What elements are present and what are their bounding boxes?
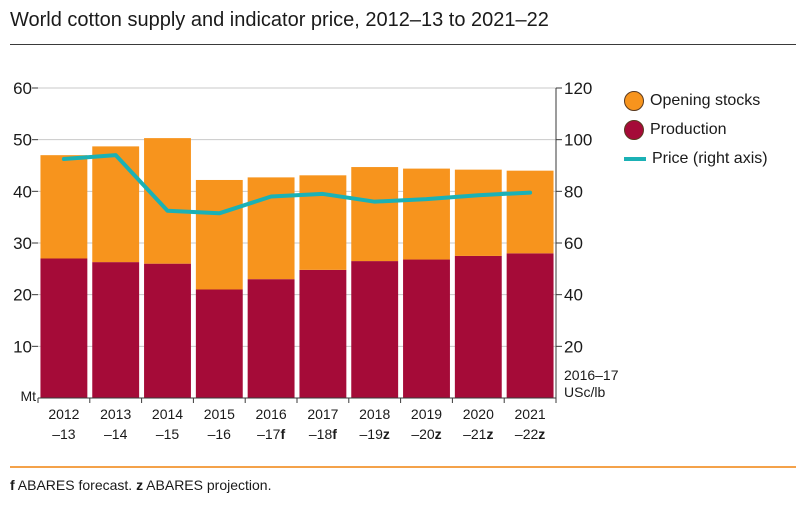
axes	[32, 87, 562, 403]
x-label-year-2017: 2017	[307, 406, 338, 422]
right-tick-label-40: 40	[564, 286, 583, 305]
x-label-range-2012: –13	[52, 426, 76, 442]
legend-swatch-production	[624, 119, 644, 140]
legend-label-price: Price (right axis)	[652, 149, 768, 167]
x-label-range-2018: –19z	[360, 426, 390, 442]
x-label-range-2017: –18f	[309, 426, 337, 442]
x-label-year-2013: 2013	[100, 406, 131, 422]
right-tick-label-60: 60	[564, 234, 583, 253]
right-tick-label-100: 100	[564, 131, 592, 150]
left-tick-label-30: 30	[13, 234, 32, 253]
footnote-f-text: ABARES forecast.	[14, 477, 137, 493]
bar-production-2021	[506, 253, 554, 398]
legend-item-opening-stocks: Opening stocks	[624, 86, 768, 115]
x-label-range-2016: –17f	[257, 426, 285, 442]
bar-opening-stocks-2015	[195, 179, 243, 290]
right-axis-unit-line1: 2016–17	[564, 367, 619, 383]
legend-item-production: Production	[624, 115, 768, 144]
x-label-range-2020: –21z	[463, 426, 493, 442]
cotton-chart: 10 20 30 40 50 60 Mt 20 40 60 80 100 120 2016–17USc/l…	[13, 79, 619, 442]
x-label-year-2021: 2021	[515, 406, 546, 422]
bar-opening-stocks-2020	[454, 169, 502, 256]
left-tick-label-40: 40	[13, 182, 32, 201]
tick-labels: 10 20 30 40 50 60 Mt 20 40 60 80 100 120 2016–17USc/l…	[13, 79, 619, 442]
x-label-year-2012: 2012	[48, 406, 79, 422]
right-tick-label-120: 120	[564, 79, 592, 98]
bar-production-2017	[299, 269, 347, 398]
left-tick-label-10: 10	[13, 337, 32, 356]
x-label-year-2018: 2018	[359, 406, 390, 422]
left-tick-label-60: 60	[13, 79, 32, 98]
bar-production-2012	[40, 258, 88, 398]
footnote-z-marker: z	[136, 477, 144, 493]
x-label-year-2016: 2016	[256, 406, 287, 422]
bar-production-2015	[195, 289, 243, 398]
x-label-range-2015: –16	[208, 426, 232, 442]
legend-label-opening-stocks: Opening stocks	[650, 91, 761, 109]
left-tick-label-50: 50	[13, 131, 32, 150]
footnote-f-marker: f	[10, 477, 15, 493]
bar-opening-stocks-2021	[506, 170, 554, 254]
x-label-range-2014: –15	[156, 426, 180, 442]
bar-production-2013	[92, 262, 140, 398]
x-label-range-2019: –20z	[411, 426, 441, 442]
bar-production-2020	[454, 255, 502, 398]
legend: Opening stocks Production Price (right a…	[624, 86, 768, 173]
bar-opening-stocks-2019	[403, 168, 450, 260]
bar-production-2014	[144, 263, 191, 398]
title-rule	[10, 44, 796, 45]
footnote-rule	[10, 466, 796, 468]
bars	[40, 138, 554, 398]
bar-production-2016	[247, 279, 295, 398]
x-label-year-2014: 2014	[152, 406, 183, 422]
x-label-year-2020: 2020	[463, 406, 494, 422]
x-label-range-2013: –14	[104, 426, 128, 442]
bar-opening-stocks-2013	[92, 146, 140, 263]
price-line	[61, 153, 533, 216]
right-tick-label-20: 20	[564, 337, 583, 356]
bar-opening-stocks-2014	[144, 138, 191, 264]
bar-production-2019	[403, 259, 450, 398]
bar-production-2018	[351, 261, 399, 398]
bar-opening-stocks-2016	[247, 177, 295, 280]
footnote-z-text: ABARES projection.	[143, 477, 272, 493]
x-label-year-2015: 2015	[204, 406, 235, 422]
left-axis-unit: Mt	[20, 388, 36, 404]
legend-swatch-opening-stocks	[624, 90, 644, 111]
legend-item-price: Price (right axis)	[624, 144, 768, 173]
x-label-year-2019: 2019	[411, 406, 442, 422]
legend-swatch-price	[624, 156, 646, 161]
right-tick-label-80: 80	[564, 182, 583, 201]
footnote: f ABARES forecast. z ABARES projection.	[10, 477, 271, 493]
chart-title: World cotton supply and indicator price,…	[10, 9, 549, 31]
bar-opening-stocks-2017	[299, 175, 347, 270]
price-line-layer	[61, 153, 533, 216]
legend-label-production: Production	[650, 120, 727, 138]
x-label-range-2021: –22z	[515, 426, 545, 442]
left-tick-label-20: 20	[13, 286, 32, 305]
bar-opening-stocks-2018	[351, 167, 399, 262]
right-axis-unit-line2: USc/lb	[564, 384, 605, 400]
bar-opening-stocks-2012	[40, 155, 88, 259]
